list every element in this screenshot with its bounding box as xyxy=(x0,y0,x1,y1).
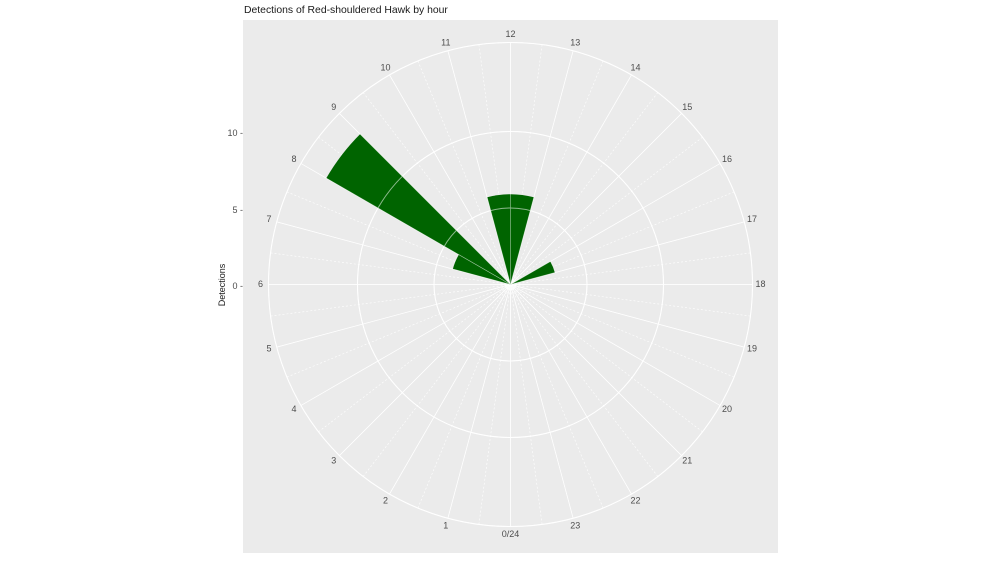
svg-text:7: 7 xyxy=(267,214,272,224)
svg-text:8: 8 xyxy=(291,154,296,164)
svg-text:23: 23 xyxy=(570,520,580,530)
svg-text:19: 19 xyxy=(747,344,757,354)
svg-text:20: 20 xyxy=(722,404,732,414)
svg-text:0/24: 0/24 xyxy=(502,529,520,539)
svg-text:3: 3 xyxy=(331,456,336,466)
svg-text:11: 11 xyxy=(441,37,450,47)
svg-text:2: 2 xyxy=(383,495,388,505)
svg-text:10: 10 xyxy=(380,62,390,72)
svg-text:17: 17 xyxy=(747,214,757,224)
svg-text:12: 12 xyxy=(505,29,515,39)
svg-text:18: 18 xyxy=(755,279,765,289)
svg-text:22: 22 xyxy=(630,495,640,505)
svg-text:1: 1 xyxy=(443,520,448,530)
svg-text:9: 9 xyxy=(331,102,336,112)
svg-text:16: 16 xyxy=(722,154,732,164)
svg-text:5: 5 xyxy=(267,344,272,354)
svg-text:21: 21 xyxy=(682,456,692,466)
svg-text:13: 13 xyxy=(570,37,580,47)
svg-text:14: 14 xyxy=(630,62,640,72)
svg-text:6: 6 xyxy=(258,279,263,289)
svg-text:15: 15 xyxy=(682,102,692,112)
svg-text:4: 4 xyxy=(291,404,296,414)
